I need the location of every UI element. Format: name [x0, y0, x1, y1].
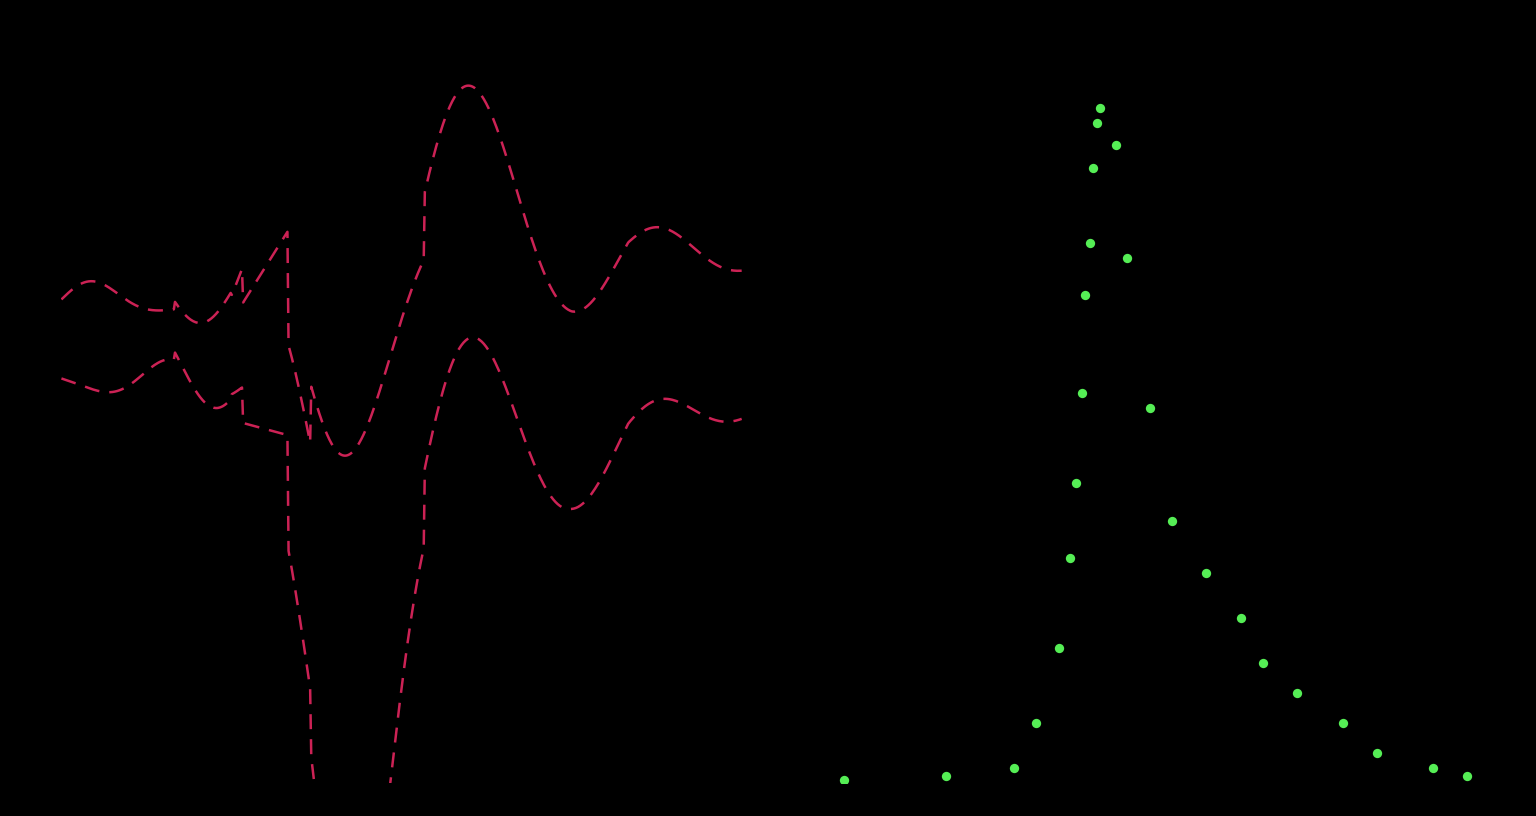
- Point: [1455, 769, 1479, 783]
- Point: [1058, 552, 1083, 565]
- Point: [1064, 477, 1089, 490]
- Point: [1193, 566, 1218, 579]
- Point: [1138, 401, 1163, 415]
- Point: [1087, 101, 1112, 114]
- Point: [1250, 657, 1275, 670]
- Point: [934, 769, 958, 783]
- Point: [1077, 237, 1101, 250]
- Point: [1084, 116, 1109, 129]
- Point: [1001, 762, 1026, 775]
- Point: [1421, 762, 1445, 775]
- Point: [1069, 387, 1094, 400]
- Point: [1160, 514, 1184, 527]
- Point: [1115, 251, 1140, 264]
- Point: [1103, 139, 1127, 152]
- Point: [1081, 162, 1106, 175]
- Point: [831, 773, 856, 786]
- Point: [1364, 747, 1389, 760]
- Point: [1025, 716, 1049, 730]
- Point: [1072, 289, 1097, 302]
- Point: [1286, 687, 1310, 700]
- Point: [1048, 641, 1072, 654]
- Point: [1229, 612, 1253, 625]
- Point: [1330, 716, 1355, 730]
